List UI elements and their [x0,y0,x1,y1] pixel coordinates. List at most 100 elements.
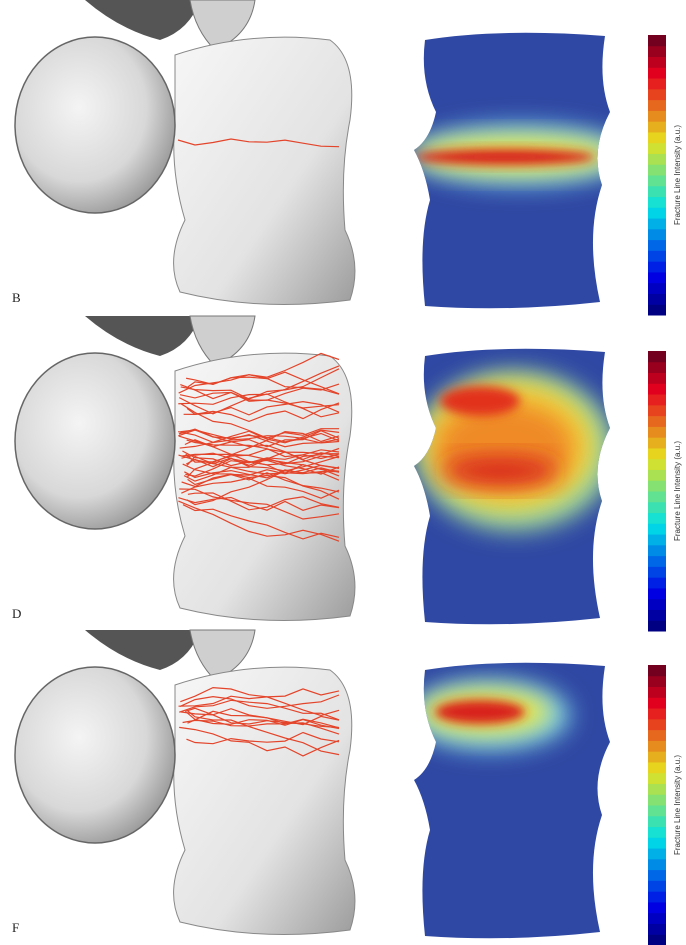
colorbar-step [648,665,666,676]
colorbar-step [648,405,666,416]
colorbar-step [648,676,666,687]
colorbar-step [648,762,666,773]
panel: Fracture Line Intensity (a.u.) B [12,0,682,320]
colorbar-step [648,132,666,143]
colorbar-step [648,110,666,121]
colorbar-step [648,880,666,891]
colorbar-step [648,740,666,751]
colorbar-step [648,534,666,545]
panel: Fracture Line Intensity (a.u.) F [12,630,682,945]
colorbar-step [648,121,666,132]
colorbar-step [648,870,666,881]
colorbar-step [648,837,666,848]
panel-label: B [12,290,21,305]
colorbar-step [648,67,666,78]
colorbar-step [648,78,666,89]
colorbar-step [648,805,666,816]
colorbar-step [648,913,666,924]
colorbar-step [648,480,666,491]
figure: Fracture Line Intensity (a.u.)BFracture … [0,0,686,945]
colorbar-step [648,923,666,934]
colorbar-step [648,175,666,186]
colorbar-step [648,164,666,175]
colorbar-step [648,218,666,229]
colorbar-step [648,207,666,218]
bone-body [174,667,355,934]
colorbar-step [648,687,666,698]
colorbar-step [648,448,666,459]
colorbar-step [648,556,666,567]
bone-body [174,37,355,304]
colorbar-step [648,620,666,631]
colorbar-step [648,730,666,741]
colorbar-step [648,783,666,794]
colorbar-step [648,153,666,164]
colorbar-step [648,240,666,251]
colorbar-step [648,293,666,304]
colorbar-step [648,250,666,261]
colorbar-step [648,513,666,524]
colorbar-step [648,523,666,534]
panel-label: D [12,606,21,621]
colorbar-step [648,373,666,384]
colorbar-step [648,545,666,556]
heat-blob [440,386,520,416]
colorbar-step [648,283,666,294]
colorbar-step [648,437,666,448]
colorbar-step [648,848,666,859]
colorbar-step [648,46,666,57]
colorbar-step [648,100,666,111]
colorbar-step [648,708,666,719]
colorbar-step [648,89,666,100]
panel-label: F [12,920,19,935]
colorbar-step [648,229,666,240]
tibia-shape [85,316,200,356]
panel: Fracture Line Intensity (a.u.) D [12,316,682,636]
colorbar-step [648,577,666,588]
colorbar-step [648,57,666,68]
heat-blob [440,457,560,485]
bone-head [15,667,175,843]
heat-map [400,650,630,945]
heat-blob [415,149,595,165]
tibia-shape [85,630,200,670]
colorbar-step [648,197,666,208]
heat-map [400,336,630,636]
colorbar-step [648,351,666,362]
colorbar-step [648,934,666,945]
colorbar-step [648,491,666,502]
colorbar-step [648,599,666,610]
colorbar-step [648,272,666,283]
colorbar-step [648,773,666,784]
colorbar-step [648,794,666,805]
colorbar-step [648,383,666,394]
colorbar-label: Fracture Line Intensity (a.u.) [673,125,682,225]
colorbar-label: Fracture Line Intensity (a.u.) [673,441,682,541]
colorbar-step [648,362,666,373]
colorbar-step [648,416,666,427]
colorbar-step [648,304,666,315]
colorbar-step [648,827,666,838]
colorbar-step [648,426,666,437]
colorbar-step [648,566,666,577]
colorbar-step [648,502,666,513]
colorbar-step [648,859,666,870]
bone-head [15,37,175,213]
colorbar-step [648,609,666,620]
colorbar-step [648,902,666,913]
colorbar-step [648,394,666,405]
colorbar-step [648,469,666,480]
colorbar-step [648,891,666,902]
colorbar-step [648,35,666,46]
colorbar-step [648,719,666,730]
colorbar-step [648,588,666,599]
colorbar-label: Fracture Line Intensity (a.u.) [673,755,682,855]
colorbar-step [648,459,666,470]
colorbar-step [648,697,666,708]
bone-head [15,353,175,529]
colorbar-step [648,143,666,154]
colorbar-step [648,261,666,272]
heat-map [400,20,630,320]
colorbar-step [648,186,666,197]
heat-blob [435,700,525,724]
